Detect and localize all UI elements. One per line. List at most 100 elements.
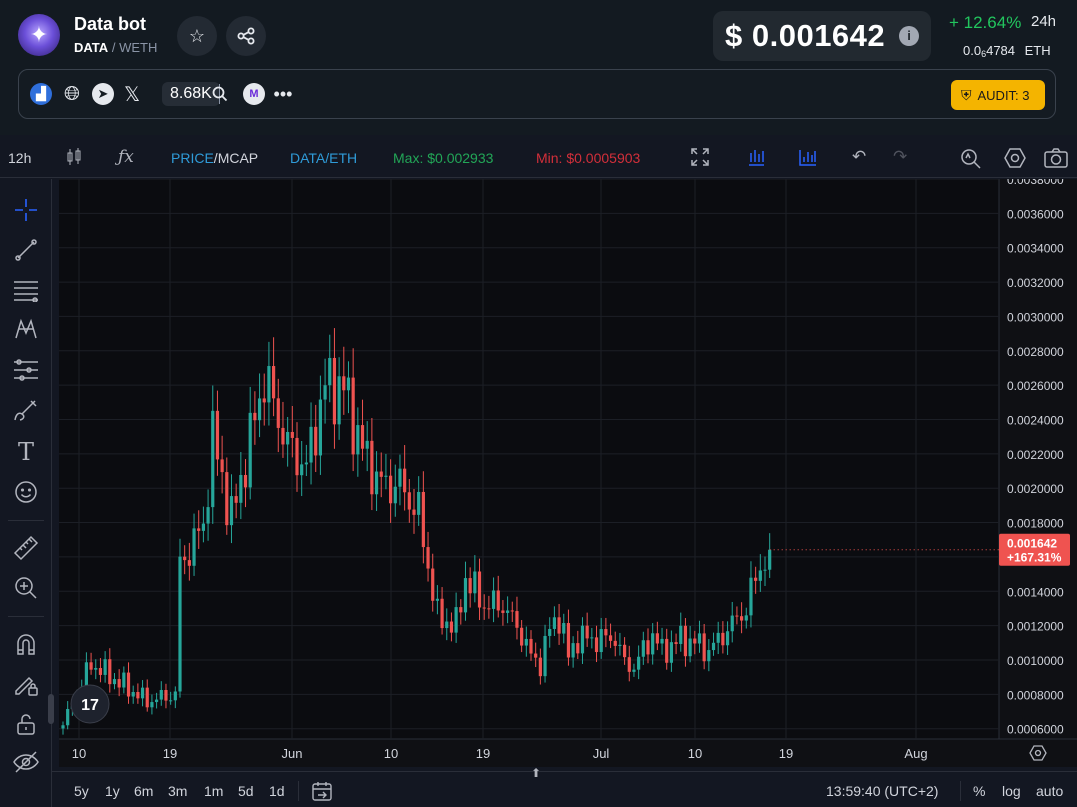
camera-icon[interactable] bbox=[1044, 147, 1068, 174]
candle[interactable] bbox=[646, 628, 650, 664]
candle[interactable] bbox=[281, 401, 285, 458]
candle[interactable] bbox=[730, 601, 734, 643]
lock-all-tool[interactable] bbox=[11, 709, 41, 739]
text-tool[interactable]: T bbox=[11, 437, 41, 467]
redo-icon[interactable]: ↷ bbox=[893, 147, 908, 166]
range-5y[interactable]: 5y bbox=[74, 783, 89, 799]
candle[interactable] bbox=[707, 639, 711, 672]
settings-icon[interactable] bbox=[1004, 147, 1026, 174]
candle[interactable] bbox=[304, 444, 308, 477]
candle[interactable] bbox=[637, 645, 641, 680]
range-5d[interactable]: 5d bbox=[238, 783, 254, 799]
pattern-tool[interactable] bbox=[11, 315, 41, 345]
info-icon[interactable]: i bbox=[899, 26, 919, 46]
candlestick-chart[interactable]: 10 19 Jun 10 19 Jul 10 19 Aug 0.0006000 0.0008000… bbox=[59, 173, 1077, 767]
candle[interactable] bbox=[309, 402, 313, 485]
candle[interactable] bbox=[585, 612, 589, 647]
candle[interactable] bbox=[103, 651, 107, 683]
candle[interactable] bbox=[262, 373, 266, 426]
candle[interactable] bbox=[576, 630, 580, 660]
candle[interactable] bbox=[122, 666, 126, 694]
candle[interactable] bbox=[529, 630, 533, 661]
candle[interactable] bbox=[98, 658, 103, 683]
candle[interactable] bbox=[590, 627, 594, 649]
candle[interactable] bbox=[754, 566, 758, 594]
candle[interactable] bbox=[290, 406, 294, 458]
candle[interactable] bbox=[328, 334, 332, 403]
emoji-tool[interactable] bbox=[11, 477, 41, 507]
candle-type-icon[interactable] bbox=[66, 147, 82, 172]
candle[interactable] bbox=[300, 441, 304, 497]
candle[interactable] bbox=[711, 632, 716, 656]
price-option[interactable]: PRICE bbox=[171, 150, 214, 166]
candle[interactable] bbox=[501, 600, 505, 626]
zoom-tool[interactable] bbox=[11, 573, 41, 603]
candle[interactable] bbox=[740, 602, 744, 634]
range-6m[interactable]: 6m bbox=[134, 783, 154, 799]
candle[interactable] bbox=[112, 673, 117, 690]
range-3m[interactable]: 3m bbox=[168, 783, 188, 799]
candle[interactable] bbox=[314, 404, 318, 473]
candle[interactable] bbox=[566, 609, 571, 666]
search-x-button[interactable] bbox=[209, 83, 231, 105]
candle[interactable] bbox=[641, 631, 645, 665]
candle[interactable] bbox=[768, 533, 772, 578]
candle[interactable] bbox=[632, 663, 636, 677]
telegram-link[interactable]: ➤ bbox=[92, 83, 114, 105]
candle[interactable] bbox=[604, 617, 608, 648]
indicators-icon[interactable]: ƒx bbox=[118, 147, 134, 167]
search-settings-icon[interactable] bbox=[960, 147, 982, 174]
candle[interactable] bbox=[164, 683, 168, 709]
candle[interactable] bbox=[374, 451, 379, 511]
candle[interactable] bbox=[674, 633, 678, 655]
candle[interactable] bbox=[131, 685, 135, 704]
candle[interactable] bbox=[417, 476, 421, 526]
candle[interactable] bbox=[286, 417, 290, 467]
plot-area[interactable] bbox=[59, 179, 999, 739]
candle[interactable] bbox=[660, 627, 664, 655]
candle[interactable] bbox=[365, 421, 369, 472]
candle[interactable] bbox=[253, 391, 257, 445]
candle[interactable] bbox=[332, 328, 337, 449]
candle[interactable] bbox=[613, 631, 617, 657]
candle[interactable] bbox=[449, 612, 454, 642]
candle[interactable] bbox=[94, 659, 98, 680]
toolbar-scroll-handle[interactable] bbox=[48, 694, 54, 724]
lock-drawing-tool[interactable] bbox=[11, 669, 41, 699]
candle[interactable] bbox=[229, 474, 234, 544]
candle[interactable] bbox=[342, 346, 346, 415]
candle[interactable] bbox=[435, 585, 439, 615]
candle[interactable] bbox=[487, 595, 491, 619]
candle[interactable] bbox=[683, 618, 688, 667]
candle[interactable] bbox=[257, 373, 262, 438]
candle[interactable] bbox=[220, 435, 224, 494]
candle[interactable] bbox=[234, 483, 238, 519]
crosshair-tool[interactable] bbox=[11, 195, 41, 225]
candle[interactable] bbox=[651, 623, 655, 665]
candle[interactable] bbox=[379, 452, 383, 498]
candle[interactable] bbox=[463, 561, 468, 621]
candle[interactable] bbox=[276, 378, 280, 453]
candle[interactable] bbox=[688, 625, 692, 663]
candle[interactable] bbox=[749, 561, 753, 628]
candle[interactable] bbox=[725, 621, 730, 655]
candle[interactable] bbox=[346, 361, 351, 414]
price-mcap-toggle[interactable]: PRICE/MCAP bbox=[171, 150, 258, 166]
candle[interactable] bbox=[197, 510, 201, 549]
range-1m[interactable]: 1m bbox=[204, 783, 224, 799]
candle[interactable] bbox=[454, 592, 458, 643]
fib-tool[interactable] bbox=[11, 275, 41, 305]
candle[interactable] bbox=[248, 386, 252, 500]
candle[interactable] bbox=[431, 553, 435, 612]
candle[interactable] bbox=[61, 721, 65, 735]
time-axis[interactable] bbox=[59, 739, 1077, 767]
trades-icon[interactable] bbox=[746, 147, 766, 172]
candle[interactable] bbox=[337, 357, 341, 440]
trendline-tool[interactable] bbox=[11, 235, 41, 265]
candle[interactable] bbox=[211, 385, 215, 524]
candle[interactable] bbox=[520, 620, 524, 653]
candle[interactable] bbox=[201, 506, 205, 543]
candle[interactable] bbox=[412, 488, 416, 534]
candle[interactable] bbox=[178, 538, 182, 698]
prediction-tool[interactable] bbox=[11, 355, 41, 385]
